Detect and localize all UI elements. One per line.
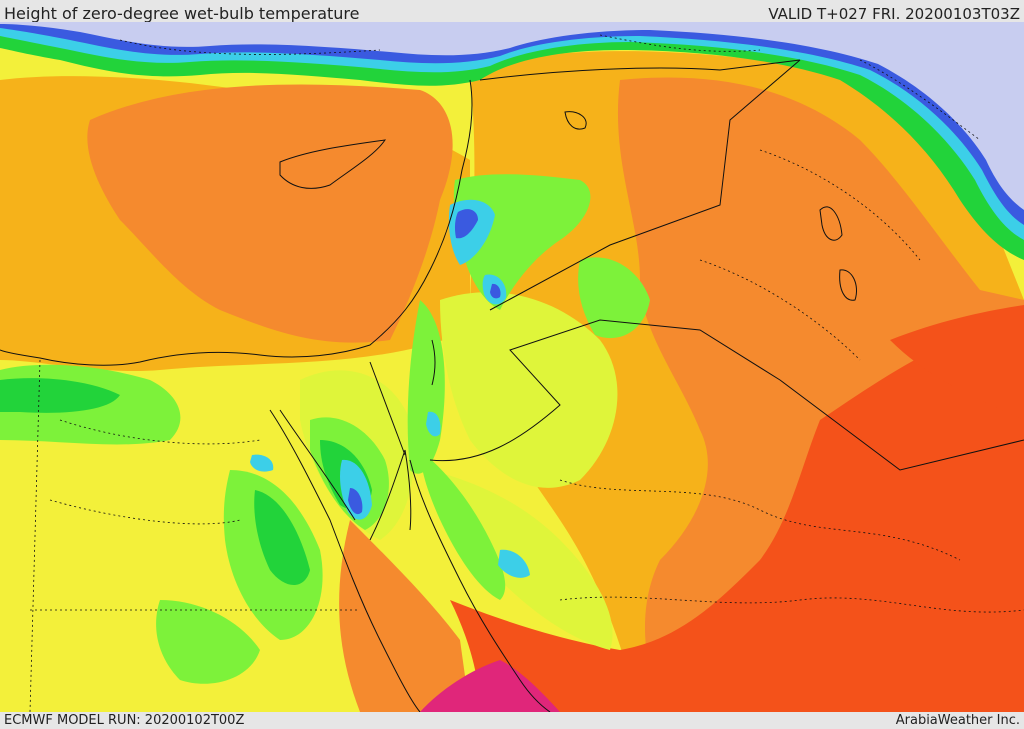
field-blue-hermon [490, 283, 501, 299]
field-blue-sinai [348, 488, 363, 515]
lake-razazza [839, 269, 857, 301]
field-magenta [420, 660, 560, 712]
field-blue-lebanon [454, 209, 478, 239]
field-green-syria-desert [578, 257, 650, 339]
coastline-levant-egypt [0, 79, 473, 366]
field-red-orange [450, 320, 1024, 712]
model-run-label: ECMWF MODEL RUN: 20200102T00Z [4, 713, 245, 728]
border-turkey-syria [479, 59, 801, 81]
header-bar: Height of zero-degree wet-bulb temperatu… [0, 0, 1024, 22]
coastline-gulf-aqaba [404, 449, 412, 531]
border-syria-iraq [489, 59, 801, 311]
field-orange-med [87, 84, 453, 343]
chart-title: Height of zero-degree wet-bulb temperatu… [4, 4, 360, 22]
field-green-dark-red-sea-hills [254, 490, 310, 585]
border-egypt-internal [49, 419, 261, 525]
lake-assad [564, 111, 587, 130]
coastline-gulf-suez [279, 409, 406, 541]
field-green-dark-egypt [0, 378, 120, 413]
border-turkey-internal [119, 34, 981, 141]
field-yellow-green-jordan [440, 292, 618, 488]
coastline-red-sea-west [269, 409, 421, 712]
field-red-orange-east [890, 305, 1024, 420]
field-cyan-jordan [426, 411, 441, 437]
coastline-red-sea-east [409, 459, 551, 712]
field-cyan-egypt [250, 454, 274, 472]
field-orange-sudan [339, 520, 470, 712]
field-green-sudan [156, 600, 260, 684]
credit-label: ArabiaWeather Inc. [895, 713, 1020, 728]
border-saudi-internal-1 [559, 479, 961, 561]
field-very-low-turkey [0, 22, 1024, 210]
border-jordan-saudi [429, 319, 1024, 471]
border-egypt-israel [369, 361, 406, 456]
field-cyan-hijaz [498, 549, 530, 578]
forecast-map[interactable] [0, 22, 1024, 712]
border-saudi-internal-2 [559, 596, 1024, 613]
field-cyan-sinai [340, 459, 372, 520]
lake-tharthar [819, 206, 843, 241]
footer-bar: ECMWF MODEL RUN: 20200102T00Z ArabiaWeat… [0, 712, 1024, 729]
field-green-hijaz [420, 450, 506, 600]
border-egypt-libya [29, 359, 41, 712]
dead-sea [431, 339, 436, 386]
valid-time: VALID T+027 FRI. 20200103T03Z [768, 5, 1020, 22]
cyprus-island [279, 139, 387, 189]
